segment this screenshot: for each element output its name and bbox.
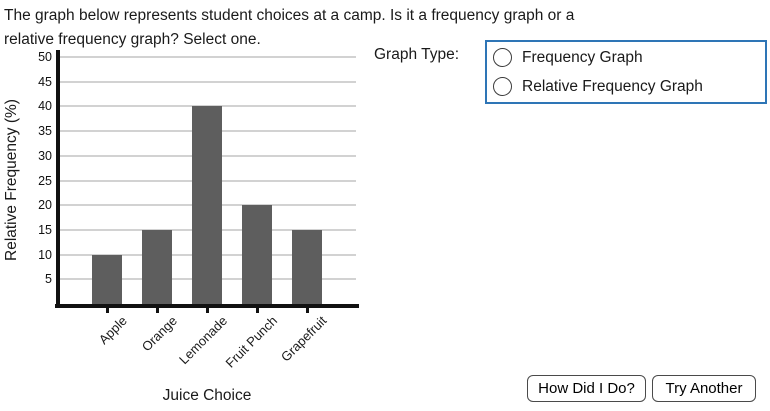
- x-axis-title: Juice Choice: [162, 387, 252, 404]
- option-relative-frequency-graph[interactable]: Relative Frequency Graph: [493, 72, 765, 101]
- x-category-label: Lemonade: [175, 313, 230, 368]
- x-category-label: Fruit Punch: [221, 313, 280, 371]
- graph-type-label: Graph Type:: [374, 46, 460, 63]
- y-tick-label: 30: [38, 148, 52, 163]
- y-tick-label: 50: [38, 50, 52, 64]
- bar-lemonade: [192, 106, 222, 304]
- option-label: Frequency Graph: [522, 48, 643, 66]
- y-tick-label: 5: [45, 272, 52, 287]
- x-tick-mark: [155, 308, 159, 313]
- gridline: [58, 80, 356, 83]
- bar-apple: [92, 254, 122, 304]
- x-tick-mark: [105, 308, 109, 313]
- radio-button-icon[interactable]: [493, 48, 512, 67]
- x-axis-line: [55, 304, 359, 308]
- graph-type-option-box: Frequency Graph Relative Frequency Graph: [485, 40, 767, 104]
- how-did-i-do-button[interactable]: How Did I Do?: [527, 375, 646, 402]
- radio-button-icon[interactable]: [493, 77, 512, 96]
- y-axis-line: [56, 50, 60, 308]
- bar-grapefruit: [292, 229, 322, 304]
- x-tick-mark: [255, 308, 259, 313]
- x-tick-mark: [305, 308, 309, 313]
- x-category-label: Grapefruit: [278, 313, 330, 365]
- try-another-button[interactable]: Try Another: [652, 375, 756, 402]
- x-tick-mark: [205, 308, 209, 313]
- y-tick-label: 40: [38, 99, 52, 114]
- y-tick-label: 20: [38, 198, 52, 213]
- question-text: The graph below represents student choic…: [4, 4, 574, 51]
- question-line-2: relative frequency graph? Select one.: [4, 30, 261, 48]
- y-tick-label: 25: [38, 173, 52, 188]
- y-tick-label: 10: [38, 247, 52, 262]
- option-frequency-graph[interactable]: Frequency Graph: [493, 43, 765, 72]
- x-category-label: Orange: [138, 313, 180, 355]
- gridline: [58, 56, 356, 58]
- bar-orange: [142, 229, 172, 304]
- y-tick-label: 45: [38, 74, 52, 89]
- question-line-1: The graph below represents student choic…: [4, 7, 575, 24]
- x-category-label: Apple: [95, 313, 130, 348]
- bar-fruit-punch: [242, 205, 272, 304]
- y-tick-label: 15: [38, 222, 52, 237]
- option-label: Relative Frequency Graph: [522, 77, 703, 95]
- y-tick-label: 35: [38, 124, 52, 139]
